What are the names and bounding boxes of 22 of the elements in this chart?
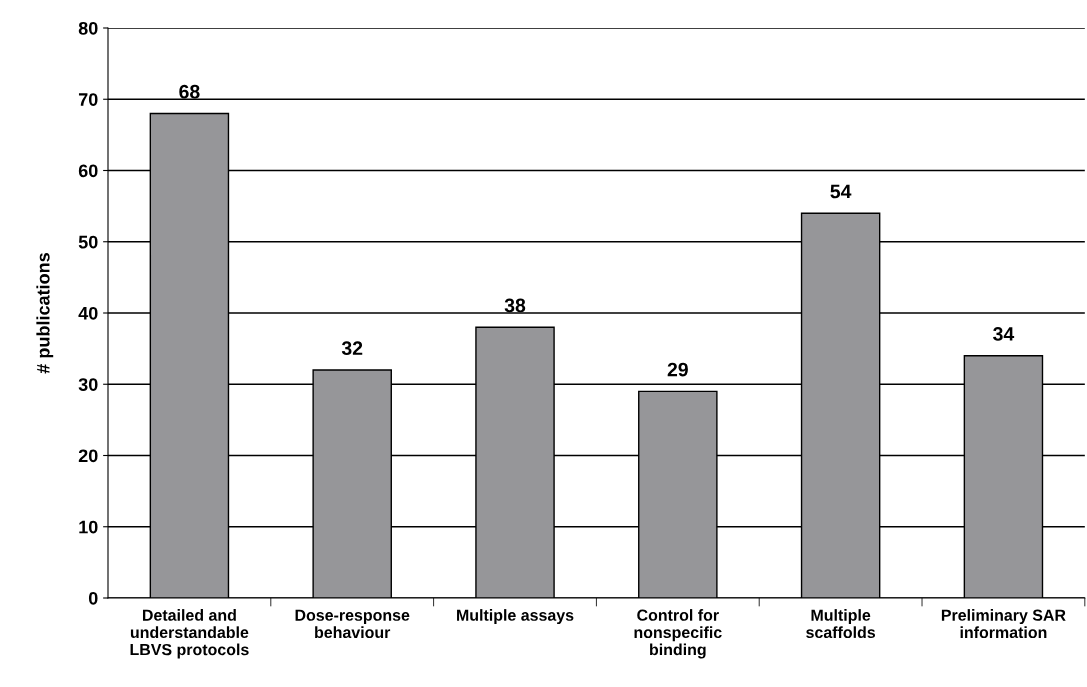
y-tick-label: 80 <box>78 21 98 35</box>
x-tick-label: Multiple assays <box>457 609 574 624</box>
y-tick-label: 70 <box>78 93 98 106</box>
data-label: 32 <box>341 341 363 356</box>
x-tick-label: Preliminary SAR information <box>941 609 1066 639</box>
y-tick-label: 60 <box>78 164 98 178</box>
y-tick-label: 20 <box>78 449 98 463</box>
data-label: 34 <box>993 327 1015 341</box>
y-axis-title: # publications <box>36 253 54 374</box>
data-label: 38 <box>504 298 526 313</box>
y-tick-label: 0 <box>88 591 98 605</box>
x-tick-label: Control for nonspecific binding <box>634 609 722 659</box>
x-tick-label: Dose-response behaviour <box>295 609 410 639</box>
data-label: 68 <box>179 84 200 99</box>
y-tick-label: 40 <box>78 306 98 320</box>
x-tick-label: Multiple scaffolds <box>806 609 876 639</box>
data-label: 29 <box>667 362 688 377</box>
y-tick-label: 50 <box>78 235 98 249</box>
x-tick-label: Detailed and understandable LBVS protocols <box>130 609 249 659</box>
data-label: 54 <box>830 184 852 199</box>
y-tick-label: 10 <box>79 520 98 534</box>
y-tick-label: 30 <box>78 378 98 391</box>
